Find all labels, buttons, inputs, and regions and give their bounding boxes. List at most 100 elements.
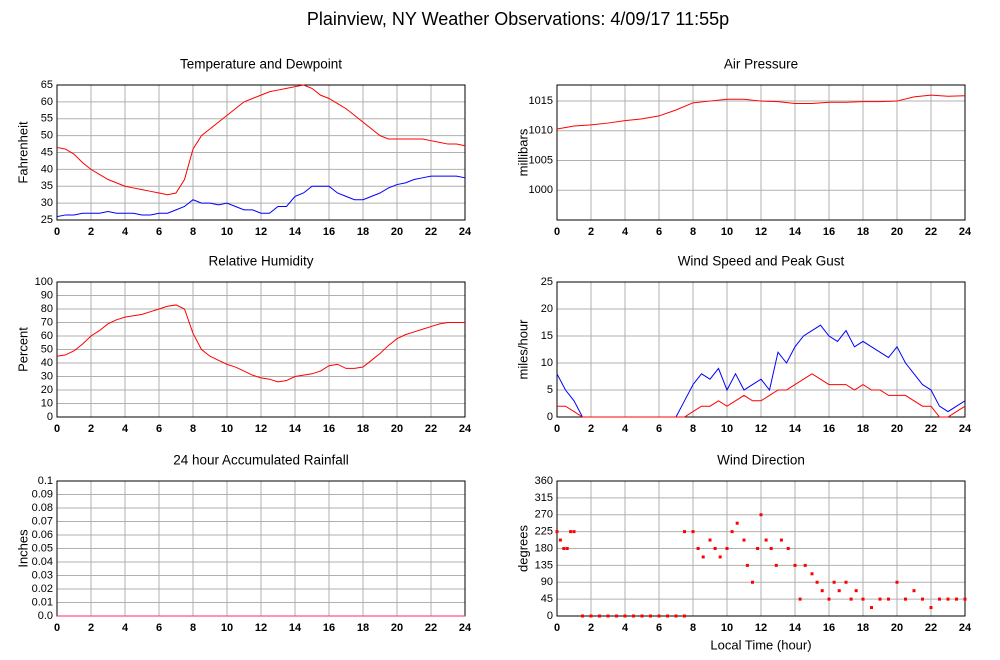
- x-tick-label: 20: [891, 226, 903, 238]
- x-tick-label: 10: [221, 226, 233, 238]
- x-tick-label: 14: [289, 622, 302, 634]
- data-point: [725, 547, 729, 550]
- x-tick-label: 22: [425, 423, 437, 435]
- x-tick-label: 14: [789, 622, 802, 634]
- y-axis-label: miles/hour: [515, 319, 530, 380]
- x-tick-label: 10: [721, 423, 733, 435]
- y-tick-label: 0.1: [38, 475, 53, 487]
- data-point: [691, 530, 695, 534]
- x-tick-label: 14: [789, 226, 802, 238]
- x-tick-label: 4: [622, 226, 629, 238]
- data-point: [742, 538, 746, 542]
- x-tick-label: 24: [459, 622, 472, 634]
- x-tick-label: 10: [721, 622, 733, 634]
- x-tick-label: 16: [823, 226, 835, 238]
- y-tick-label: 180: [535, 542, 553, 554]
- y-tick-label: 270: [535, 509, 553, 521]
- data-point: [861, 597, 865, 601]
- data-point: [713, 547, 717, 550]
- data-point: [730, 530, 734, 534]
- data-point: [870, 606, 873, 610]
- data-point: [745, 563, 749, 567]
- y-tick-label: 55: [41, 113, 53, 125]
- y-tick-label: 0: [47, 411, 53, 423]
- y-axis-label: millibars: [515, 128, 530, 176]
- x-tick-label: 18: [857, 423, 869, 435]
- y-tick-label: 20: [41, 384, 53, 396]
- y-tick-label: 35: [41, 180, 53, 192]
- data-point: [764, 538, 768, 542]
- y-tick-label: 1000: [529, 184, 553, 196]
- x-tick-label: 14: [289, 423, 302, 435]
- y-tick-label: 0.06: [32, 529, 53, 541]
- x-tick-label: 24: [459, 226, 472, 238]
- x-tick-label: 4: [122, 423, 129, 435]
- x-tick-label: 0: [554, 423, 560, 435]
- x-tick-label: 4: [122, 622, 129, 634]
- data-point: [615, 614, 618, 618]
- data-point: [683, 614, 686, 618]
- data-line: [557, 373, 966, 418]
- data-point: [657, 614, 661, 618]
- data-point: [640, 614, 644, 618]
- x-tick-label: 20: [391, 226, 403, 238]
- data-point: [963, 597, 967, 601]
- data-point: [854, 589, 858, 593]
- x-tick-label: 2: [88, 423, 94, 435]
- x-tick-label: 4: [622, 423, 629, 435]
- x-tick-label: 22: [425, 622, 437, 634]
- y-axis-label: Inches: [15, 529, 30, 568]
- y-tick-label: 90: [541, 576, 553, 588]
- data-point: [623, 614, 627, 618]
- data-point: [929, 606, 933, 610]
- data-point: [832, 580, 836, 584]
- x-tick-label: 14: [289, 226, 302, 238]
- x-tick-label: 16: [323, 622, 335, 634]
- y-axis-label: Fahrenheit: [15, 121, 30, 184]
- data-point: [708, 538, 712, 542]
- y-tick-label: 315: [535, 492, 553, 504]
- y-tick-label: 80: [41, 303, 53, 315]
- data-point: [674, 614, 678, 618]
- x-tick-label: 8: [190, 622, 196, 634]
- x-tick-label: 0: [54, 423, 60, 435]
- y-tick-label: 0.03: [32, 569, 53, 581]
- data-point: [558, 538, 562, 542]
- x-tick-label: 16: [323, 226, 335, 238]
- x-tick-label: 6: [156, 622, 162, 634]
- x-tick-label: 20: [891, 423, 903, 435]
- chart-title: Wind Speed and Peak Gust: [678, 254, 845, 269]
- x-tick-label: 22: [925, 226, 937, 238]
- x-tick-label: 18: [857, 226, 869, 238]
- data-point: [938, 597, 941, 601]
- data-point: [786, 547, 790, 550]
- data-point: [774, 563, 778, 567]
- y-tick-label: 5: [547, 384, 553, 396]
- x-tick-label: 14: [789, 423, 802, 435]
- y-tick-label: 225: [535, 526, 553, 538]
- x-tick-label: 6: [656, 622, 662, 634]
- y-tick-label: 50: [41, 130, 53, 142]
- data-point: [572, 530, 576, 534]
- data-point: [759, 513, 763, 517]
- data-point: [815, 580, 819, 584]
- data-point: [649, 614, 652, 618]
- plot-frame: [556, 480, 966, 617]
- y-tick-label: 40: [41, 357, 53, 369]
- x-tick-label: 20: [391, 423, 403, 435]
- x-tick-label: 20: [391, 622, 403, 634]
- y-tick-label: 45: [541, 593, 553, 605]
- y-tick-label: 1015: [529, 95, 553, 107]
- x-tick-label: 18: [857, 622, 869, 634]
- x-tick-label: 0: [554, 622, 560, 634]
- x-tick-label: 8: [690, 622, 696, 634]
- y-tick-label: 0.02: [32, 583, 53, 595]
- y-tick-label: 0.07: [32, 515, 53, 527]
- data-point: [803, 563, 807, 567]
- x-tick-label: 22: [925, 622, 937, 634]
- x-tick-label: 6: [156, 226, 162, 238]
- y-tick-label: 40: [41, 163, 53, 175]
- x-tick-label: 20: [891, 622, 903, 634]
- data-point: [955, 597, 958, 601]
- x-tick-label: 12: [755, 226, 767, 238]
